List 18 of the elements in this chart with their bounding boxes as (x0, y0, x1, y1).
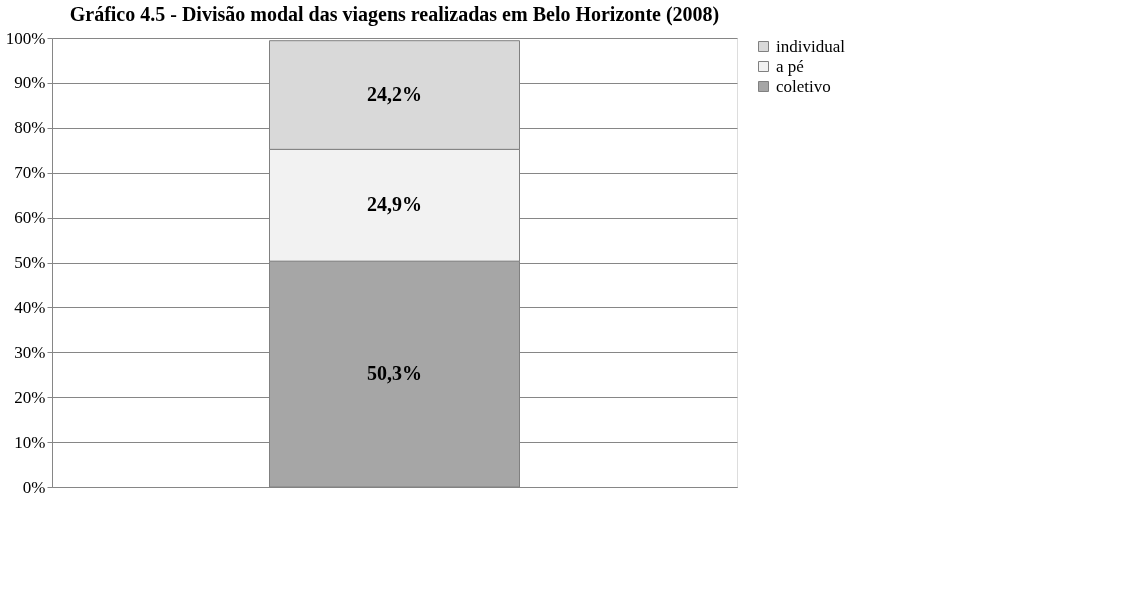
legend-label: individual (776, 36, 846, 56)
y-tick-label: 40% (14, 297, 46, 317)
y-tick-label: 80% (14, 118, 46, 138)
data-label: 24,2% (367, 83, 422, 106)
y-tick-label: 60% (14, 208, 46, 228)
y-tick-label: 30% (14, 342, 46, 362)
legend-label: a pé (776, 56, 804, 76)
y-tick-label: 70% (14, 163, 46, 183)
chart-title: Gráfico 4.5 - Divisão modal das viagens realizadas em Belo Horizonte (2008) (69, 3, 720, 26)
y-tick-label: 90% (14, 73, 46, 93)
y-tick-label: 20% (14, 387, 46, 407)
legend-label: coletivo (776, 76, 831, 96)
y-tick-label: 10% (14, 432, 46, 452)
data-label: 50,3% (367, 362, 422, 385)
y-tick-label: 50% (14, 253, 46, 272)
data-label: 24,9% (367, 193, 422, 216)
y-tick-label: 100% (5, 28, 46, 48)
y-tick-label: 0% (22, 477, 46, 497)
